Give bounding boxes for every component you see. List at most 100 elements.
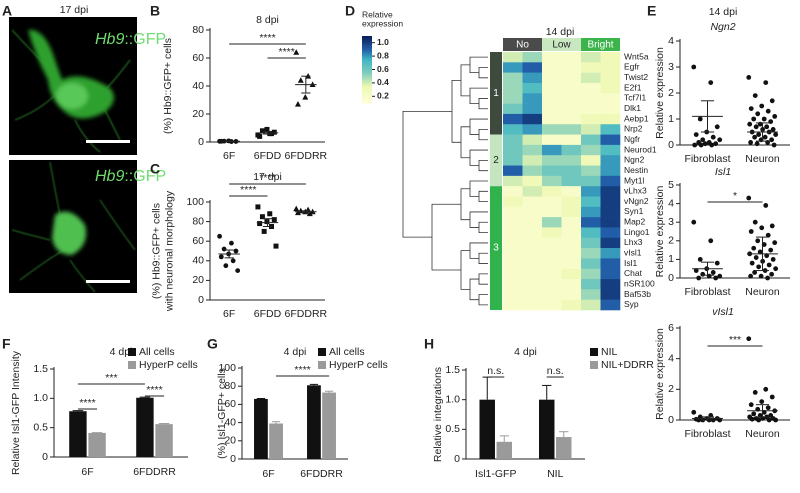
x-tick-label: 6F: [223, 308, 235, 320]
heatmap-cell: [600, 258, 621, 270]
y-tick-label: 0: [198, 136, 204, 148]
data-point: [772, 240, 778, 246]
colorbar-segment: [362, 99, 372, 102]
gene-label: Dlk1: [624, 103, 641, 113]
heatmap-cell: [581, 72, 601, 84]
chart-title: 14 dpi: [546, 26, 575, 38]
heatmap-cell: [522, 279, 543, 290]
gene-label: Chat: [624, 268, 643, 278]
y-tick-label: 20: [224, 435, 236, 447]
x-tick-label: 6FDDRR: [300, 468, 343, 480]
data-point: [773, 266, 779, 272]
y-tick-label: 0.5: [33, 421, 48, 433]
cluster-label: 1: [493, 88, 499, 99]
gene-label: Myt1l: [624, 175, 644, 185]
heatmap-cell: [600, 103, 621, 115]
cluster-bar: [490, 186, 502, 310]
chart-title: 4 dpi: [514, 346, 537, 358]
data-point: [763, 203, 769, 208]
data-point: [302, 94, 309, 100]
heatmap-cell: [503, 124, 523, 135]
data-point: [769, 98, 775, 104]
legend-label: HyperP cells: [139, 359, 198, 371]
heatmap-cell: [561, 237, 582, 249]
dendrogram-branch: [478, 273, 488, 285]
heatmap-cell: [503, 134, 523, 146]
colorbar-segment: [362, 47, 372, 50]
dendrogram-branch: [460, 188, 470, 221]
chart-title: 8 dpi: [256, 14, 279, 26]
x-tick-label: Neuron: [745, 428, 780, 440]
data-point: [261, 228, 267, 234]
bar: [88, 432, 106, 457]
gene-label: Syp: [624, 299, 639, 309]
gene-label: Aebp1: [624, 113, 649, 123]
y-axis-label: (%) Hb9::GFP+ cells: [150, 203, 162, 299]
heatmap-cell: [542, 186, 562, 197]
y-tick-label: 80: [192, 24, 204, 36]
dendrogram-branch: [478, 252, 488, 264]
heatmap-cell: [522, 206, 543, 218]
heatmap-cell: [581, 52, 601, 63]
y-axis-label: Relative integrations: [432, 367, 444, 462]
y-axis-label: (%) Hb9::GFP+ cells: [162, 38, 174, 134]
heatmap-cell: [503, 52, 523, 63]
data-point: [708, 80, 714, 85]
panel-label: H: [424, 336, 434, 352]
heatmap-cell: [522, 186, 543, 197]
heatmap-cell: [542, 103, 562, 115]
colorbar-segment: [362, 77, 372, 80]
data-point: [264, 126, 270, 132]
heatmap-cell: [503, 279, 523, 290]
data-point: [710, 134, 716, 140]
colorbar-segment: [362, 56, 372, 59]
data-point: [755, 111, 761, 117]
data-point: [751, 116, 757, 122]
heatmap-cell: [542, 268, 562, 280]
heatmap-cell: [522, 155, 543, 166]
bar: [254, 398, 268, 459]
y-tick-label: 40: [192, 80, 204, 92]
gene-label: Nrp2: [624, 124, 643, 134]
data-point: [756, 264, 762, 270]
heatmap-cell: [561, 62, 582, 73]
data-point: [267, 211, 273, 217]
gene-label: Neurod1: [624, 144, 657, 154]
data-point: [702, 141, 708, 147]
heatmap-cell: [503, 155, 523, 166]
colorbar-segment: [362, 39, 372, 42]
heatmap-cell: [581, 227, 601, 239]
y-tick-label: 80: [192, 215, 204, 227]
y-tick-label: 4: [668, 197, 674, 209]
dendrogram-branch: [478, 221, 488, 233]
data-point: [229, 240, 234, 246]
data-point: [271, 217, 277, 223]
gene-label: Lhx3: [624, 237, 643, 247]
heatmap-cell: [522, 299, 543, 311]
heatmap-cell: [581, 155, 601, 166]
data-point: [757, 249, 763, 255]
heatmap-cell: [522, 258, 543, 270]
heatmap-cell: [581, 62, 601, 73]
dendrogram-branch: [460, 64, 470, 97]
heatmap-cell: [503, 258, 523, 270]
heatmap-cell: [581, 206, 601, 218]
significance-label: ****: [259, 32, 275, 44]
legend-label: All cells: [139, 346, 175, 358]
heatmap-cell: [600, 217, 621, 228]
heatmap-cell: [600, 165, 621, 177]
data-point: [700, 137, 706, 143]
x-tick-label: 6F: [262, 468, 274, 480]
data-point: [271, 129, 277, 135]
heatmap-cell: [542, 299, 562, 311]
gene-label: vIsl1: [624, 247, 642, 257]
heatmap-cell: [581, 175, 601, 187]
data-point: [748, 229, 754, 234]
heatmap-cell: [542, 227, 562, 239]
data-point: [773, 417, 779, 423]
heatmap-cell: [600, 52, 621, 63]
colorbar-segment: [362, 62, 372, 65]
heatmap-cell: [561, 113, 582, 125]
data-point: [259, 128, 265, 134]
data-point: [766, 262, 772, 268]
